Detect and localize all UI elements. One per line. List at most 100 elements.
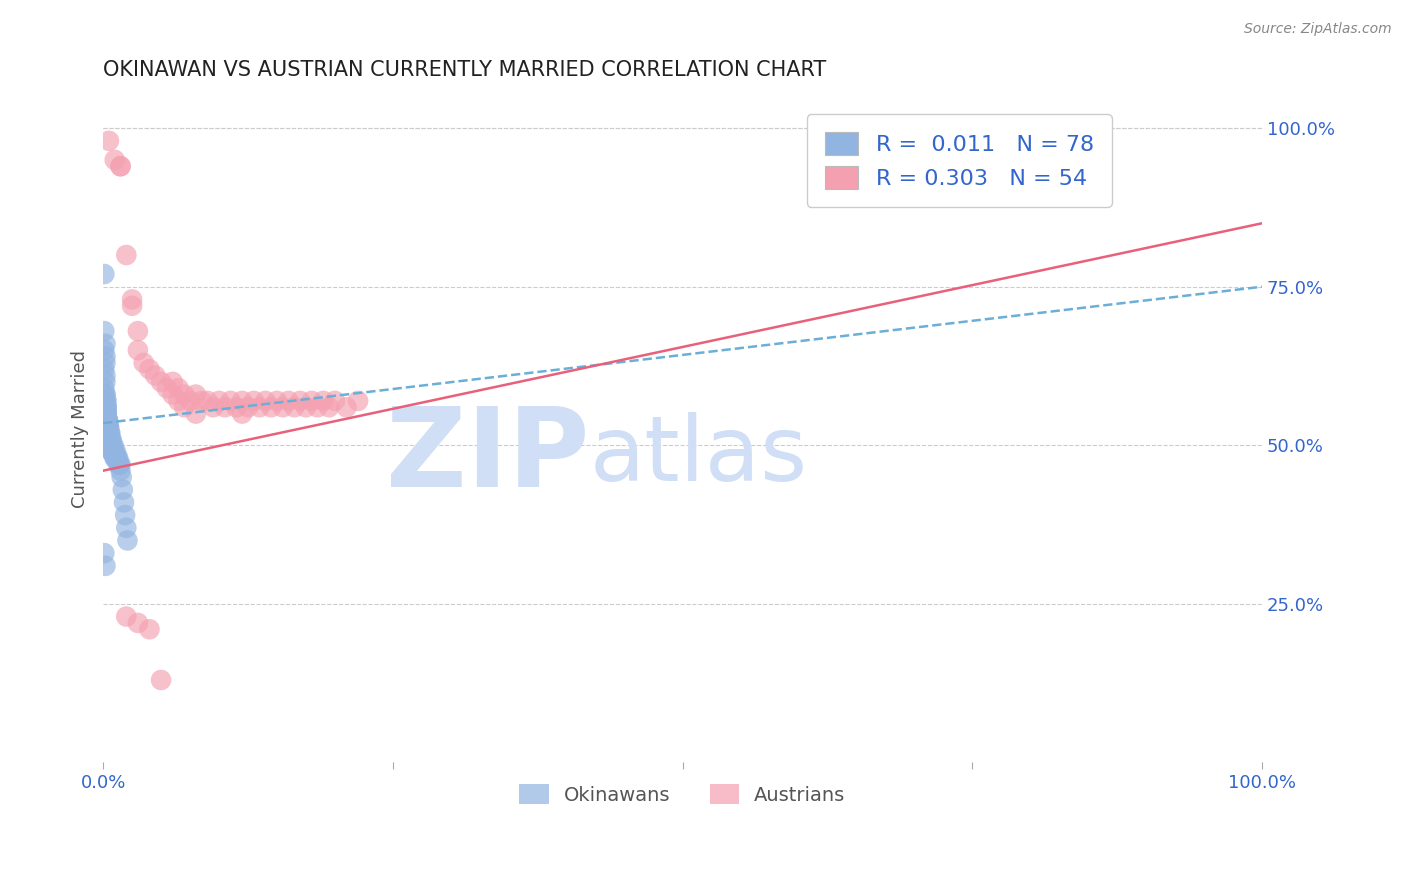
Point xyxy=(96,413,118,427)
Point xyxy=(277,393,299,408)
Point xyxy=(167,393,190,408)
Point xyxy=(93,343,115,358)
Point xyxy=(93,267,115,281)
Point xyxy=(127,324,149,338)
Point xyxy=(96,407,118,421)
Point xyxy=(100,432,122,446)
Point xyxy=(107,458,129,472)
Point xyxy=(323,393,346,408)
Point xyxy=(96,407,118,421)
Point xyxy=(97,413,120,427)
Point xyxy=(107,450,129,465)
Point xyxy=(96,407,118,421)
Point xyxy=(173,387,195,401)
Point xyxy=(307,401,329,415)
Point xyxy=(101,438,124,452)
Point xyxy=(104,450,127,465)
Point xyxy=(295,401,318,415)
Point xyxy=(97,419,120,434)
Point xyxy=(93,546,115,560)
Point xyxy=(318,401,340,415)
Text: OKINAWAN VS AUSTRIAN CURRENTLY MARRIED CORRELATION CHART: OKINAWAN VS AUSTRIAN CURRENTLY MARRIED C… xyxy=(103,60,827,79)
Point xyxy=(150,375,173,389)
Point xyxy=(96,401,118,415)
Point xyxy=(96,401,118,415)
Point xyxy=(104,444,127,458)
Point xyxy=(93,362,115,376)
Point xyxy=(97,438,120,452)
Point xyxy=(143,368,166,383)
Point xyxy=(110,159,132,173)
Point xyxy=(97,419,120,434)
Point xyxy=(97,425,120,440)
Point xyxy=(98,438,121,452)
Point xyxy=(97,432,120,446)
Point xyxy=(94,350,117,364)
Point xyxy=(260,401,283,415)
Point xyxy=(266,393,288,408)
Point xyxy=(138,362,160,376)
Point xyxy=(231,393,253,408)
Point xyxy=(117,533,139,548)
Point xyxy=(115,248,138,262)
Point xyxy=(254,393,277,408)
Point xyxy=(100,432,122,446)
Point xyxy=(105,450,128,465)
Point xyxy=(103,438,125,452)
Point xyxy=(127,615,149,630)
Point xyxy=(110,159,132,173)
Point xyxy=(94,387,117,401)
Point xyxy=(104,450,127,465)
Point xyxy=(184,407,207,421)
Point xyxy=(121,299,143,313)
Text: Source: ZipAtlas.com: Source: ZipAtlas.com xyxy=(1244,22,1392,37)
Point xyxy=(111,470,134,484)
Point xyxy=(98,425,121,440)
Point xyxy=(127,343,149,358)
Point xyxy=(150,673,173,687)
Point xyxy=(94,368,117,383)
Point xyxy=(114,508,136,522)
Point xyxy=(97,425,120,440)
Point xyxy=(96,413,118,427)
Point xyxy=(104,450,127,465)
Point xyxy=(105,450,128,465)
Point xyxy=(96,401,118,415)
Point xyxy=(271,401,294,415)
Point xyxy=(96,413,118,427)
Point xyxy=(98,425,121,440)
Point xyxy=(104,153,127,167)
Point xyxy=(202,401,225,415)
Point xyxy=(219,393,242,408)
Point xyxy=(162,387,184,401)
Point xyxy=(94,558,117,573)
Point xyxy=(97,432,120,446)
Point xyxy=(115,609,138,624)
Point xyxy=(121,293,143,307)
Point xyxy=(97,134,120,148)
Point xyxy=(97,413,120,427)
Point xyxy=(112,495,135,509)
Point xyxy=(100,438,122,452)
Point xyxy=(100,444,122,458)
Text: atlas: atlas xyxy=(589,412,808,500)
Point xyxy=(101,444,124,458)
Point xyxy=(138,622,160,636)
Point xyxy=(288,393,311,408)
Point xyxy=(236,401,259,415)
Point xyxy=(101,444,124,458)
Point xyxy=(184,387,207,401)
Point xyxy=(94,336,117,351)
Point xyxy=(335,401,357,415)
Point xyxy=(167,381,190,395)
Point xyxy=(94,401,117,415)
Point xyxy=(173,401,195,415)
Point xyxy=(156,381,179,395)
Point xyxy=(242,393,264,408)
Point xyxy=(103,444,125,458)
Point xyxy=(98,438,121,452)
Point xyxy=(93,381,115,395)
Point xyxy=(94,393,117,408)
Text: ZIP: ZIP xyxy=(387,402,589,509)
Point xyxy=(301,393,323,408)
